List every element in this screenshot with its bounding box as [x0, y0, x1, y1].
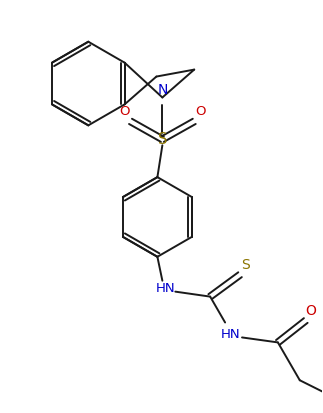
Text: O: O — [305, 304, 316, 318]
Text: S: S — [158, 132, 167, 147]
Text: O: O — [195, 105, 205, 118]
Text: HN: HN — [220, 328, 240, 341]
Text: S: S — [241, 258, 249, 272]
Text: O: O — [119, 105, 130, 118]
Text: N: N — [157, 83, 168, 97]
Text: HN: HN — [156, 282, 175, 295]
